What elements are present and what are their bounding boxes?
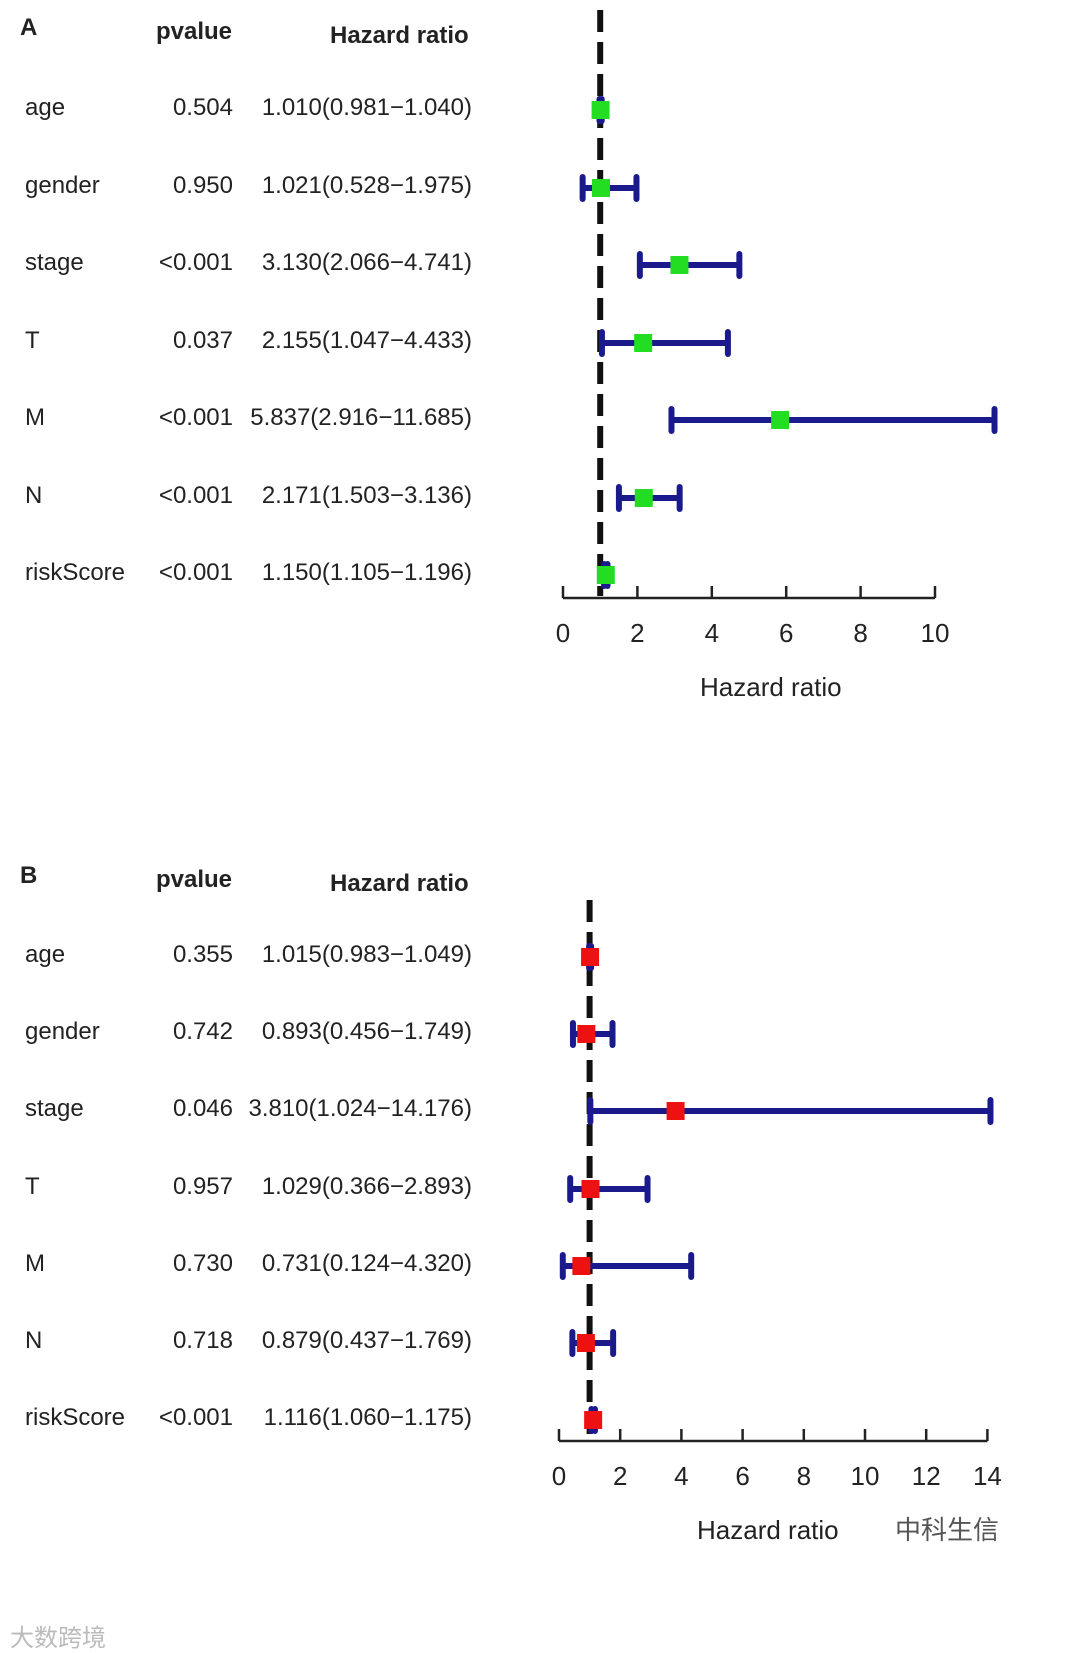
row-label: T	[25, 1173, 40, 1200]
row-hazard-ratio: 1.116(1.060−1.175)	[263, 1404, 472, 1431]
x-axis-label: Hazard ratio	[700, 672, 842, 702]
x-tick-label: 8	[853, 618, 867, 648]
x-tick-label: 2	[630, 618, 644, 648]
x-tick-label: 0	[552, 1461, 566, 1491]
hazard-marker	[666, 1102, 685, 1120]
x-tick-label: 0	[556, 618, 570, 648]
row-hazard-ratio: 1.029(0.366−2.893)	[261, 1173, 472, 1200]
hazard-ratio-header: Hazard ratio	[330, 870, 469, 897]
row-pvalue: 0.504	[172, 94, 233, 121]
row-pvalue: 0.957	[172, 1173, 233, 1200]
row-label: M	[25, 404, 45, 431]
hazard-marker	[581, 1180, 600, 1198]
pvalue-header: pvalue	[156, 866, 233, 893]
row-pvalue: <0.001	[158, 482, 233, 509]
hazard-marker	[771, 411, 790, 429]
hazard-marker	[591, 101, 610, 119]
hazard-marker	[581, 948, 600, 966]
hazard-marker	[596, 566, 615, 584]
row-hazard-ratio: 5.837(2.916−11.685)	[250, 404, 472, 431]
hazard-marker	[670, 256, 689, 274]
hazard-marker	[576, 1334, 595, 1352]
row-label: N	[25, 1327, 43, 1354]
forest-plot-a-svg: 0 2 4 6 8 10	[556, 10, 998, 648]
forest-plot-b-svg: 0 2 4 6 8 10 12 14	[552, 900, 1002, 1491]
x-tick-label: 14	[973, 1461, 1002, 1491]
row-pvalue: 0.046	[172, 1095, 233, 1122]
row-hazard-ratio: 0.879(0.437−1.769)	[261, 1327, 472, 1354]
row-hazard-ratio: 1.015(0.983−1.049)	[261, 941, 472, 968]
row-pvalue: 0.950	[172, 172, 233, 199]
hazard-marker	[577, 1025, 596, 1043]
row-hazard-ratio: 2.155(1.047−4.433)	[261, 327, 472, 354]
x-tick-label: 2	[613, 1461, 627, 1491]
pvalue-header: pvalue	[156, 18, 233, 45]
row-label: stage	[25, 1095, 84, 1122]
row-label: gender	[25, 1018, 100, 1045]
hazard-marker	[591, 179, 610, 197]
x-tick-label: 10	[851, 1461, 880, 1491]
row-label: gender	[25, 172, 100, 199]
x-axis-label: Hazard ratio	[697, 1515, 839, 1545]
x-tick-label: 6	[779, 618, 793, 648]
row-label: riskScore	[25, 1404, 126, 1431]
hazard-marker	[634, 489, 653, 507]
row-hazard-ratio: 1.010(0.981−1.040)	[261, 94, 472, 121]
watermark-right: 中科生信	[895, 1515, 1000, 1545]
watermark-left: 大数跨境	[10, 1625, 106, 1652]
row-pvalue: <0.001	[158, 404, 233, 431]
x-tick-label: 8	[797, 1461, 811, 1491]
row-hazard-ratio: 0.731(0.124−4.320)	[261, 1250, 472, 1277]
row-hazard-ratio: 1.021(0.528−1.975)	[261, 172, 472, 199]
row-label: age	[25, 94, 66, 121]
panel-label: B	[20, 862, 38, 889]
forest-plot-a: A pvalue Hazard ratio age 0.504 1.010(0.98…	[0, 0, 1080, 790]
row-pvalue: <0.001	[158, 559, 233, 586]
x-tick-label: 4	[705, 618, 719, 648]
row-pvalue: <0.001	[158, 249, 233, 276]
hazard-ratio-header: Hazard ratio	[330, 22, 469, 49]
row-label: age	[25, 941, 66, 968]
hazard-marker	[584, 1411, 603, 1429]
row-pvalue: 0.730	[172, 1250, 233, 1277]
row-hazard-ratio: 3.130(2.066−4.741)	[261, 249, 472, 276]
row-pvalue: 0.037	[172, 327, 233, 354]
row-pvalue: 0.718	[172, 1327, 233, 1354]
row-label: T	[25, 327, 40, 354]
row-pvalue: <0.001	[158, 1404, 233, 1431]
row-hazard-ratio: 3.810(1.024−14.176)	[248, 1095, 472, 1122]
row-hazard-ratio: 0.893(0.456−1.749)	[261, 1018, 472, 1045]
x-tick-label: 12	[912, 1461, 941, 1491]
row-pvalue: 0.742	[172, 1018, 233, 1045]
row-label: stage	[25, 249, 84, 276]
row-pvalue: 0.355	[172, 941, 233, 968]
row-label: riskScore	[25, 559, 126, 586]
x-tick-label: 4	[674, 1461, 688, 1491]
row-hazard-ratio: 2.171(1.503−3.136)	[261, 482, 472, 509]
row-hazard-ratio: 1.150(1.105−1.196)	[261, 559, 472, 586]
panel-label: A	[20, 14, 38, 41]
hazard-marker	[572, 1257, 591, 1275]
row-label: N	[25, 482, 43, 509]
x-tick-label: 10	[921, 618, 950, 648]
forest-plot-b: B pvalue Hazard ratio age 0.355 1.015(0.98…	[0, 862, 1080, 1653]
x-tick-label: 6	[735, 1461, 749, 1491]
hazard-marker	[634, 334, 653, 352]
row-label: M	[25, 1250, 45, 1277]
